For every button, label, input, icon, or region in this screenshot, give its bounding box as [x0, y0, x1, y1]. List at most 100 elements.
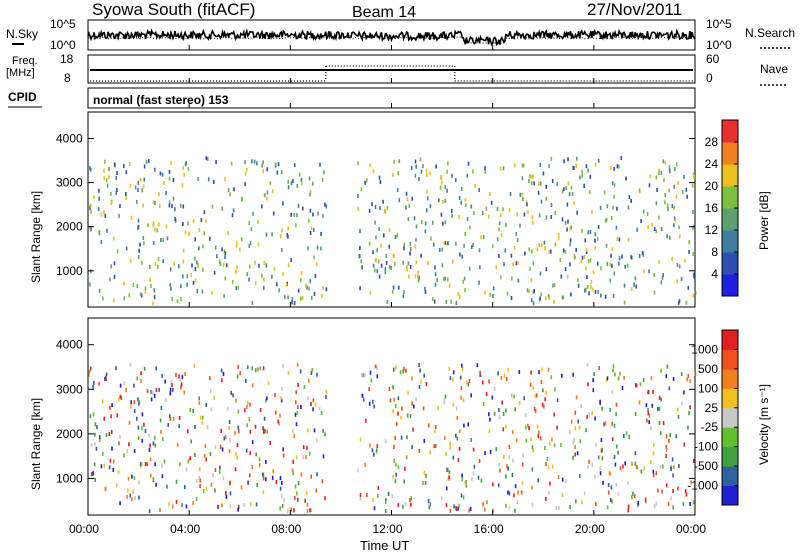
range-gate-cell [658, 168, 660, 173]
range-gate-cell [579, 439, 582, 444]
range-gate-cell [647, 407, 649, 412]
range-gate-cell [415, 397, 417, 402]
range-gate-cell [498, 408, 500, 412]
range-gate-cell [405, 455, 408, 460]
range-gate-cell [150, 389, 152, 394]
range-gate-cell [421, 220, 423, 225]
range-gate-cell [153, 288, 156, 293]
range-gate-cell [675, 434, 678, 439]
range-gate-cell [130, 400, 132, 405]
range-gate-cell [116, 188, 118, 192]
range-gate-cell [669, 433, 671, 438]
range-gate-cell [591, 411, 593, 416]
range-gate-cell [262, 169, 265, 174]
range-gate-cell [457, 292, 460, 296]
range-gate-cell [676, 407, 679, 412]
range-gate-cell [446, 169, 448, 174]
range-gate-cell [612, 293, 615, 298]
range-gate-cell [359, 493, 362, 497]
range-gate-cell [503, 262, 505, 267]
range-gate-cell [195, 478, 198, 483]
range-gate-cell [369, 290, 372, 295]
range-gate-cell [423, 470, 426, 475]
range-gate-cell [359, 246, 361, 250]
range-gate-cell [461, 473, 463, 478]
range-gate-cell [424, 286, 426, 291]
range-gate-cell [297, 481, 300, 485]
range-gate-cell [128, 420, 131, 425]
range-gate-cell [235, 243, 238, 248]
range-gate-cell [402, 294, 405, 299]
range-gate-cell [280, 398, 283, 403]
range-gate-cell [108, 175, 110, 180]
range-gate-cell [634, 383, 637, 388]
range-gate-cell [266, 196, 268, 201]
range-gate-cell [418, 275, 420, 280]
range-gate-cell [532, 448, 535, 453]
range-gate-cell [648, 183, 651, 188]
range-gate-cell [274, 162, 277, 167]
range-gate-cell [531, 220, 534, 225]
range-gate-cell [609, 498, 612, 503]
range-gate-cell [496, 207, 499, 212]
range-gate-cell [504, 248, 507, 253]
range-gate-cell [310, 226, 313, 231]
range-gate-cell [414, 244, 417, 249]
range-gate-cell [142, 203, 144, 208]
range-gate-cell [155, 366, 157, 371]
range-gate-cell [482, 380, 484, 385]
range-gate-cell [94, 477, 96, 482]
range-gate-cell [545, 184, 547, 189]
range-gate-cell [365, 418, 367, 423]
range-gate-cell [210, 482, 213, 487]
range-gate-cell [451, 213, 453, 218]
range-gate-cell [573, 437, 575, 442]
range-gate-cell [158, 387, 160, 392]
range-gate-cell [569, 430, 571, 435]
range-gate-cell [254, 424, 257, 429]
range-gate-cell [226, 406, 229, 411]
range-gate-cell [196, 260, 198, 265]
range-gate-cell [672, 505, 674, 510]
range-gate-cell [455, 506, 457, 511]
y-tick-label: 4000 [56, 338, 83, 352]
range-gate-cell [434, 425, 437, 430]
range-gate-cell [387, 491, 390, 496]
range-gate-cell [261, 273, 263, 278]
range-gate-cell [214, 445, 217, 450]
range-gate-cell [678, 264, 681, 269]
range-gate-cell [445, 503, 448, 508]
range-gate-cell [363, 373, 366, 378]
range-gate-cell [312, 212, 314, 217]
range-gate-cell [112, 459, 115, 464]
range-gate-cell [236, 374, 239, 379]
range-gate-cell [517, 278, 520, 283]
range-gate-cell [500, 233, 503, 238]
range-gate-cell [320, 410, 323, 415]
range-gate-cell [378, 175, 381, 180]
range-gate-cell [395, 472, 397, 477]
range-gate-cell [296, 213, 298, 218]
range-gate-cell [554, 387, 556, 392]
range-gate-cell [169, 267, 172, 272]
range-gate-cell [150, 473, 152, 478]
range-gate-cell [688, 240, 690, 245]
range-gate-cell [300, 405, 302, 409]
range-gate-cell [394, 235, 397, 239]
range-gate-cell [569, 226, 572, 231]
range-gate-cell [189, 456, 192, 461]
range-gate-cell [388, 244, 391, 249]
range-gate-cell [492, 244, 494, 249]
range-gate-cell [445, 299, 448, 304]
range-gate-cell [305, 283, 307, 288]
nave-label: Nave [760, 62, 788, 76]
range-gate-cell [392, 253, 395, 258]
range-gate-cell [156, 228, 158, 233]
range-gate-cell [687, 425, 689, 430]
range-gate-cell [152, 391, 154, 396]
range-gate-cell [677, 486, 679, 491]
range-gate-cell [615, 402, 618, 407]
range-gate-cell [489, 292, 491, 297]
range-gate-cell [439, 185, 442, 190]
range-gate-cell [98, 381, 100, 386]
